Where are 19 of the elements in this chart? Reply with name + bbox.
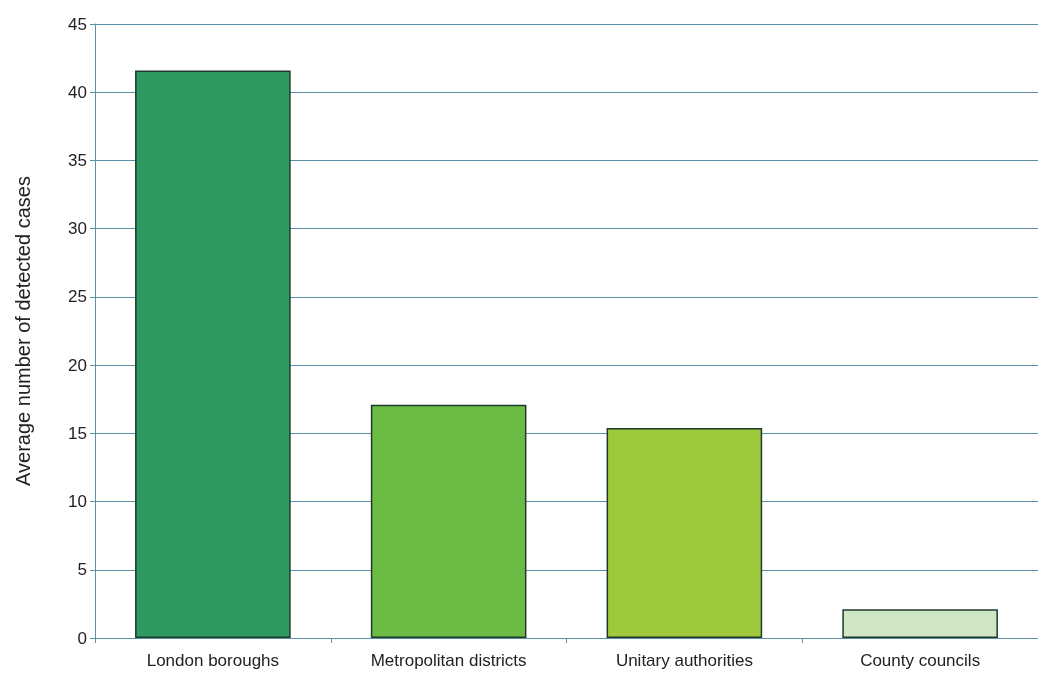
y-tick-label: 0 [77, 628, 87, 648]
bar [842, 609, 998, 638]
y-tick-label: 30 [68, 219, 87, 239]
y-tick-label: 40 [68, 82, 87, 102]
y-tick-label: 20 [68, 355, 87, 375]
x-tick-label: Unitary authorities [615, 651, 753, 670]
y-tick-label: 35 [68, 150, 87, 170]
bar [370, 404, 527, 638]
bar [135, 70, 291, 638]
x-tick-label: County councils [860, 651, 981, 670]
y-tick-label: 15 [68, 423, 87, 443]
bar [606, 427, 763, 638]
y-tick-label: 5 [77, 560, 87, 580]
x-tick-label: Metropolitan districts [370, 651, 527, 670]
y-tick-label: 45 [68, 14, 87, 34]
y-tick-label: 10 [68, 492, 87, 512]
y-axis-title: Average number of detected cases [12, 176, 34, 486]
x-tick-label: London boroughs [146, 651, 280, 670]
y-tick-label: 25 [68, 287, 87, 307]
